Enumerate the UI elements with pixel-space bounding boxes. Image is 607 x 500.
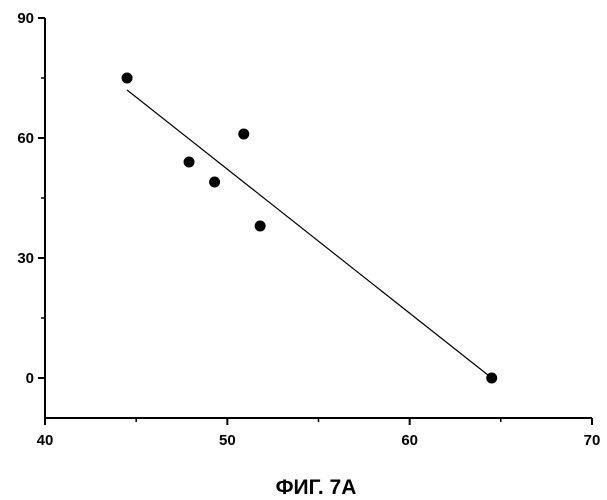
data-point: [209, 177, 220, 188]
figure-caption: ФИГ. 7A: [276, 476, 357, 499]
x-tick-label: 60: [401, 432, 418, 449]
y-tick-label: 0: [26, 370, 34, 387]
tick-marks: [38, 18, 592, 425]
tick-labels: 40 50 60 70 0 30 60 90: [17, 10, 600, 449]
y-tick-label: 60: [17, 130, 34, 147]
x-tick-label: 50: [219, 432, 236, 449]
data-point: [122, 73, 133, 84]
data-point: [255, 221, 266, 232]
data-point: [486, 373, 497, 384]
x-tick-label: 70: [584, 432, 601, 449]
data-point: [238, 129, 249, 140]
data-point: [184, 157, 195, 168]
x-tick-label: 40: [37, 432, 54, 449]
data-points: [122, 73, 498, 384]
trendline: [127, 90, 492, 378]
y-tick-label: 90: [17, 10, 34, 27]
trendline-group: [127, 90, 492, 378]
y-tick-label: 30: [17, 250, 34, 267]
